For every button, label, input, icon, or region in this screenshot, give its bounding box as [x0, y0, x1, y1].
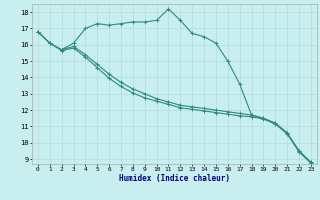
X-axis label: Humidex (Indice chaleur): Humidex (Indice chaleur): [119, 174, 230, 183]
